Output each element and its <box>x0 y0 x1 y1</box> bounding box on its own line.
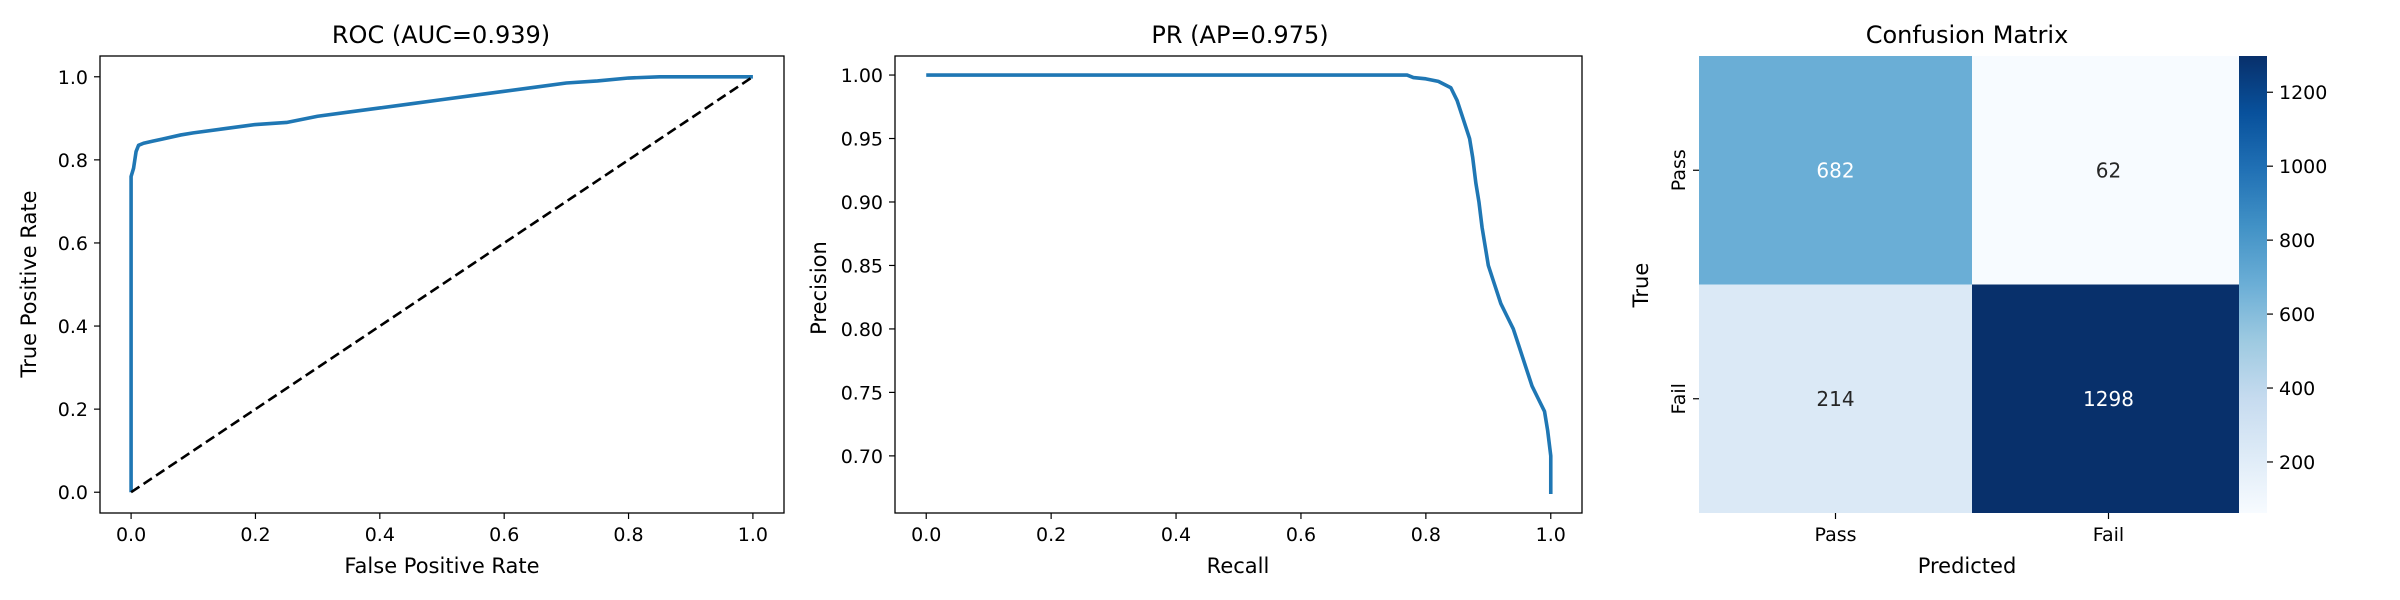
roc-title: ROC (AUC=0.939) <box>332 21 550 49</box>
cm-y-tick-label: Fail <box>1668 383 1690 414</box>
cm-cell <box>1972 284 2245 513</box>
roc-x-tick-label: 0.2 <box>240 524 270 546</box>
colorbar <box>2239 56 2267 513</box>
cm-title: Confusion Matrix <box>1866 21 2069 49</box>
colorbar-tick-label: 1200 <box>2279 82 2327 104</box>
pr-panel: PR (AP=0.975) 0.0 0.2 0.4 0.6 0.8 1.0 0.700.7… <box>807 21 1583 578</box>
pr-y-tick-label: 0.75 <box>841 382 883 404</box>
roc-series-line-0 <box>129 74 753 493</box>
pr-y-tick-label: 1.00 <box>841 65 883 87</box>
pr-axes-frame <box>894 55 1583 514</box>
roc-x-axis-label: False Positive Rate <box>344 554 539 578</box>
roc-y-axis-label: True Positive Rate <box>17 190 41 378</box>
pr-x-tick-label: 0.6 <box>1286 524 1316 546</box>
cm-cell-value: 1298 <box>2083 387 2134 411</box>
pr-x-tick-label: 1.0 <box>1536 524 1566 546</box>
colorbar-tick-label: 1000 <box>2279 156 2327 178</box>
cm-cell <box>1972 56 2245 285</box>
roc-x-tick-label: 0.6 <box>489 524 519 546</box>
roc-y-tick-label: 0.6 <box>58 233 88 255</box>
pr-x-tick-label: 0.4 <box>1161 524 1191 546</box>
pr-title: PR (AP=0.975) <box>1151 21 1328 49</box>
cm-cell <box>1699 284 1972 513</box>
pr-y-axis-label: Precision <box>807 241 831 335</box>
roc-panel: ROC (AUC=0.939) 0.0 0.2 0.4 0.6 0.8 1.0 0.00.… <box>17 21 785 578</box>
cm-cell-value: 214 <box>1816 387 1854 411</box>
pr-y-tick-label: 0.70 <box>841 446 883 468</box>
roc-x-tick-label: 0.4 <box>365 524 395 546</box>
pr-x-tick-label: 0.8 <box>1411 524 1441 546</box>
roc-x-tick-label: 0.0 <box>116 524 146 546</box>
roc-y-ticks: 0.0 0.2 0.4 0.6 0.8 1.0 <box>58 67 100 504</box>
pr-series-line-0 <box>926 73 1553 494</box>
cm-x-tick-label: Fail <box>2093 524 2124 546</box>
roc-x-tick-label: 1.0 <box>738 524 768 546</box>
pr-y-ticks: 0.70 0.75 0.80 0.85 0.90 0.95 1.00 <box>841 65 895 468</box>
roc-x-ticks: 0.0 0.2 0.4 0.6 0.8 1.0 <box>116 513 768 546</box>
colorbar-tick-label: 400 <box>2279 378 2315 400</box>
cm-cell-value: 62 <box>2096 158 2121 182</box>
roc-y-tick-label: 0.4 <box>58 316 88 338</box>
cm-cell-value: 682 <box>1816 158 1854 182</box>
cm-cells: 682 62 214 1298 <box>1699 56 2245 513</box>
cm-x-axis-label: Predicted <box>1918 554 2017 578</box>
colorbar-tick-label: 200 <box>2279 452 2315 474</box>
pr-y-tick-label: 0.95 <box>841 129 883 151</box>
roc-y-tick-label: 0.8 <box>58 150 88 172</box>
pr-y-tick-label: 0.85 <box>841 255 883 277</box>
pr-x-axis-label: Recall <box>1207 554 1270 578</box>
cm-y-axis-label: True <box>1629 263 1653 309</box>
roc-x-tick-label: 0.8 <box>613 524 643 546</box>
colorbar-ticks: 200 400 600 800 1000 1200 <box>2267 82 2327 474</box>
cm-y-ticks: Pass Fail <box>1668 149 1699 414</box>
cm-x-tick-label: Pass <box>1814 524 1856 546</box>
pr-y-tick-label: 0.90 <box>841 192 883 214</box>
confusion-panel: Confusion Matrix 682 62 214 1298 Pass Fail P… <box>1629 21 2327 578</box>
pr-y-tick-label: 0.80 <box>841 319 883 341</box>
cm-y-tick-label: Pass <box>1668 149 1690 191</box>
pr-x-ticks: 0.0 0.2 0.4 0.6 0.8 1.0 <box>911 513 1566 546</box>
pr-x-tick-label: 0.0 <box>911 524 941 546</box>
roc-series-line-1 <box>130 75 754 494</box>
colorbar-tick-label: 600 <box>2279 304 2315 326</box>
roc-y-tick-label: 0.2 <box>58 399 88 421</box>
roc-plot-area <box>129 74 754 494</box>
roc-y-tick-label: 1.0 <box>58 67 88 89</box>
colorbar-tick-label: 800 <box>2279 230 2315 252</box>
roc-axes-frame <box>99 55 785 514</box>
cm-x-ticks: Pass Fail <box>1814 513 2124 546</box>
roc-y-tick-label: 0.0 <box>58 482 88 504</box>
pr-plot-area <box>926 73 1553 494</box>
pr-x-tick-label: 0.2 <box>1036 524 1066 546</box>
cm-cell <box>1699 56 1972 285</box>
